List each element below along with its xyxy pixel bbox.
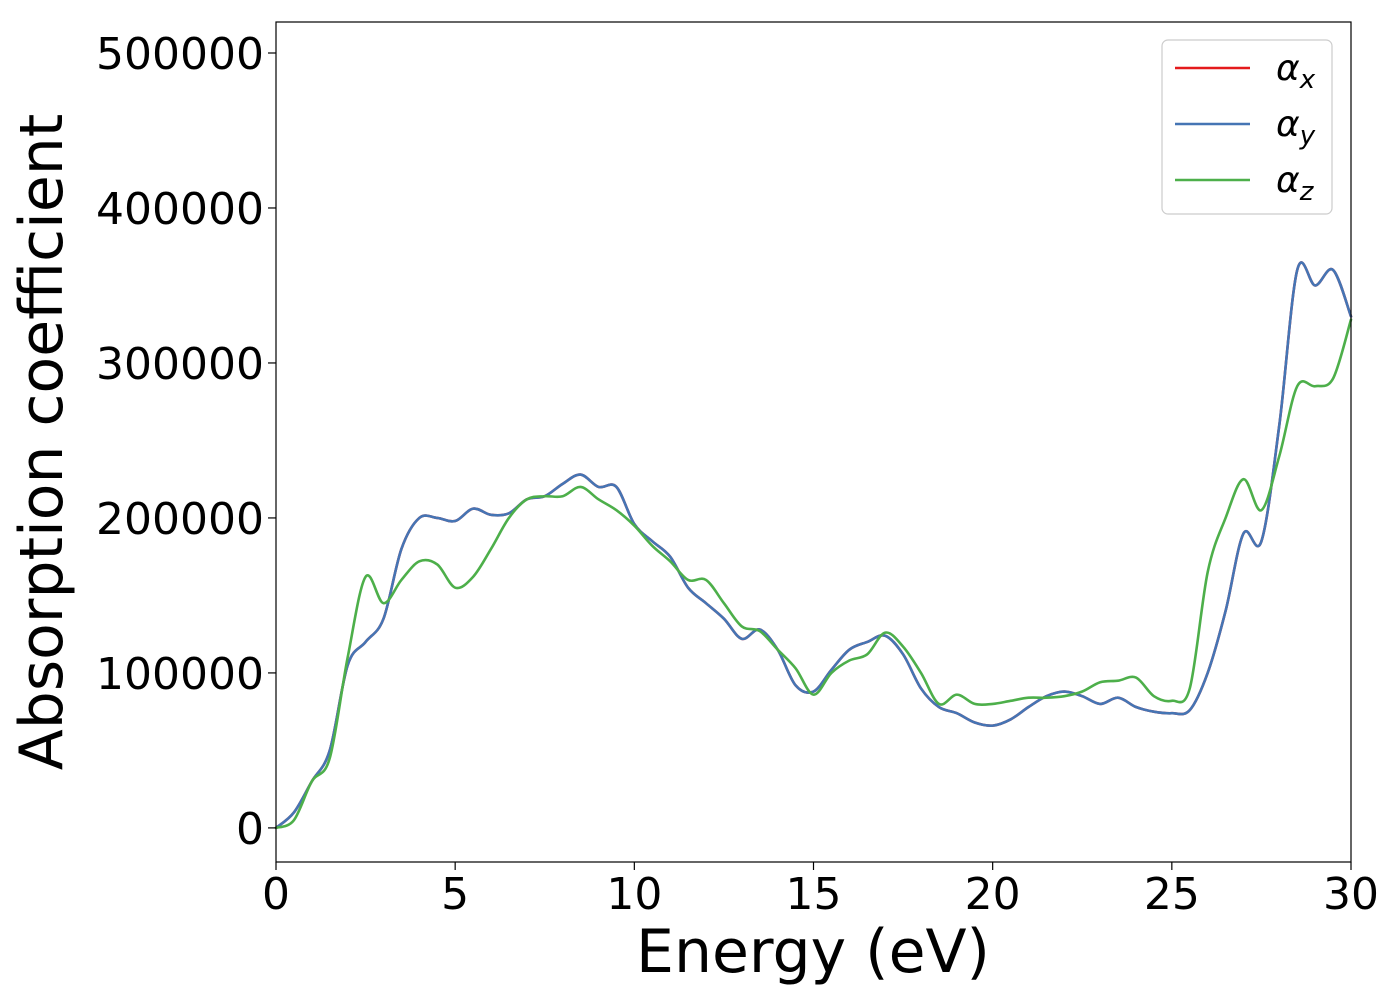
y-tick-label: 0 [236,804,264,855]
x-tick-label: 30 [1323,869,1379,920]
x-tick-label: 20 [965,869,1021,920]
y-axis-ticks: 0 100000 200000 300000 400000 500000 [96,29,276,855]
x-tick-label: 10 [606,869,662,920]
y-tick-label: 100000 [96,649,264,700]
series-line-y [274,261,1353,830]
legend-label-y: αy [1276,104,1316,151]
legend-label-base: α [1276,48,1300,89]
x-tick-label: 15 [786,869,842,920]
series-line-z [274,318,1353,830]
legend-label-z: αz [1276,160,1315,207]
y-tick-label: 300000 [96,339,264,390]
x-tick-label: 0 [262,869,290,920]
legend-label-base: α [1276,104,1300,145]
legend-label-sub: z [1299,177,1315,207]
y-tick-label: 200000 [96,494,264,545]
legend-label-base: α [1276,160,1300,201]
y-axis-label: Absorption coefficient [7,114,77,771]
y-tick-label: 500000 [96,29,264,80]
legend-label-sub: x [1299,65,1316,95]
legend-label-x: αx [1276,48,1316,95]
legend-box [1161,39,1333,215]
x-axis-ticks: 0 5 10 15 20 25 30 [262,862,1379,920]
x-tick-label: 25 [1144,869,1200,920]
y-tick-label: 400000 [96,184,264,235]
x-tick-label: 5 [441,869,469,920]
series-layer [274,261,1353,830]
x-axis-label: Energy (eV) [636,917,990,987]
legend-label-sub: y [1299,121,1316,151]
